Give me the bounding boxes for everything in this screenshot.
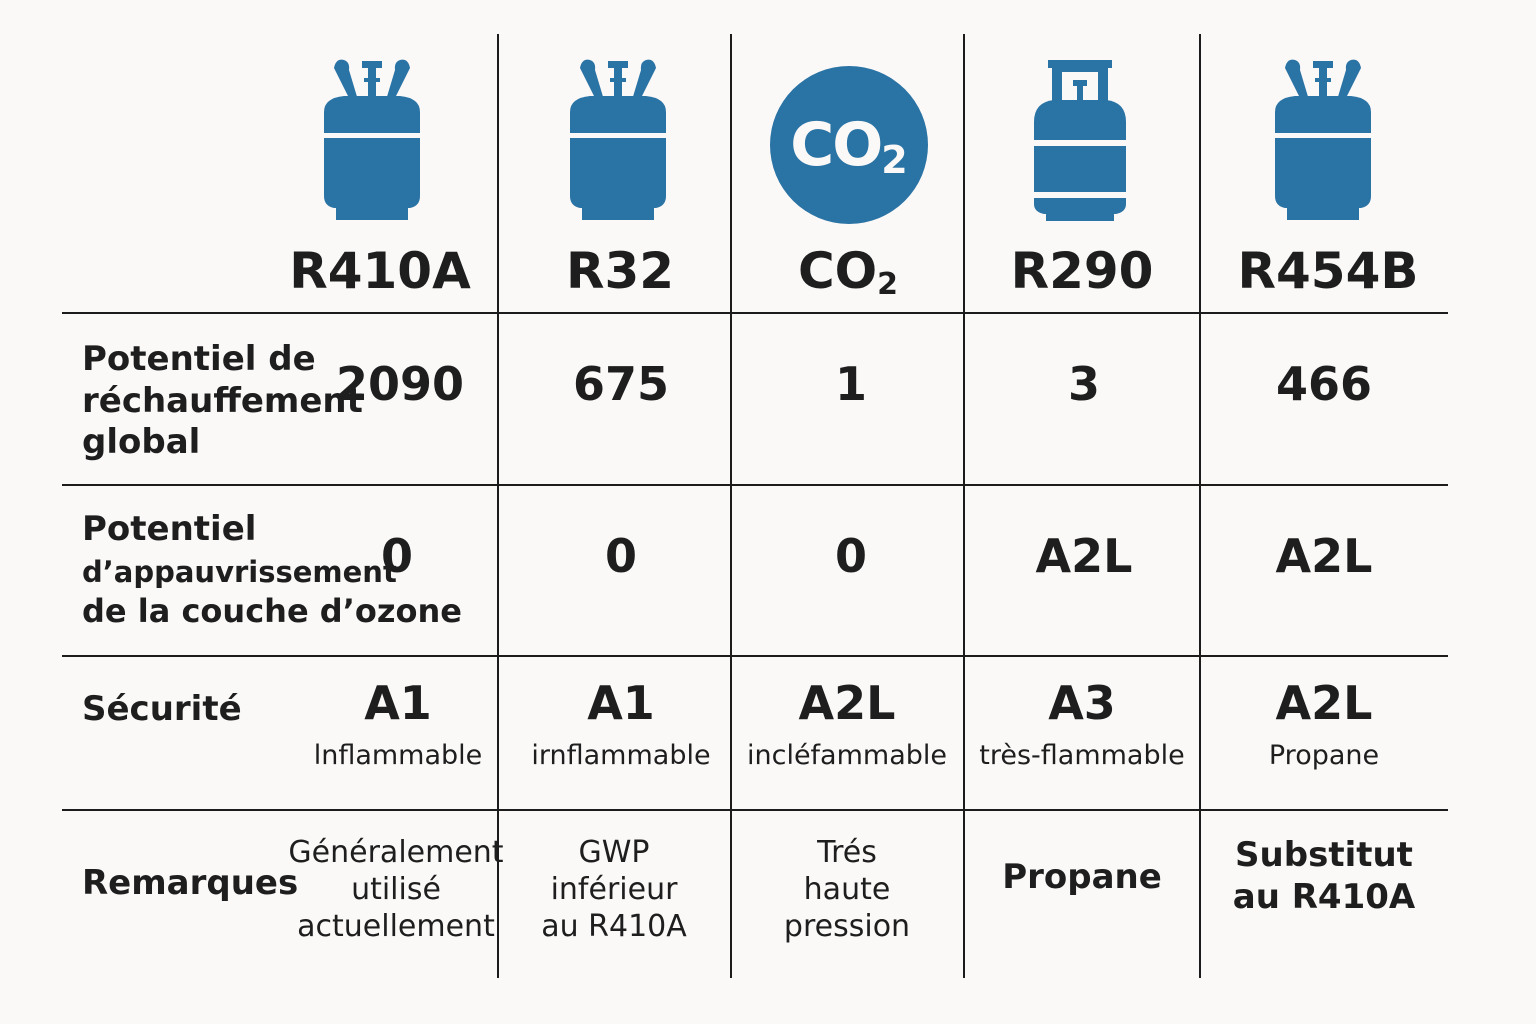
safety-desc: irnflammable [531, 740, 711, 771]
column-header-co2: CO2 [748, 246, 948, 300]
safety-class: A2L [798, 676, 896, 730]
odp-value-r290: A2L [1035, 529, 1133, 583]
co2-icon-text: CO [790, 110, 883, 180]
label-line: de la couche d’ozone [82, 592, 462, 631]
remark-r290: Propane [1002, 857, 1162, 897]
safety-desc: lnflammable [313, 740, 483, 771]
label-line: Potentiel de [82, 339, 316, 379]
gwp-value-r454b: 466 [1275, 357, 1373, 411]
grid-line-v1 [497, 34, 499, 978]
gwp-value-r410a: 2090 [335, 357, 465, 411]
refrigerant-cylinder-icon [1275, 59, 1371, 220]
row-label-remarks: Remarques [82, 863, 299, 903]
safety-desc: très-flammable [979, 740, 1185, 771]
grid-line-h2 [62, 484, 1448, 486]
co2-subscript: 2 [877, 267, 899, 302]
grid-line-v4 [1199, 34, 1201, 978]
label-line: global [82, 422, 201, 463]
co2-icon-subscript: 2 [881, 138, 908, 182]
odp-value-r32: 0 [604, 529, 637, 583]
row-label-gwp: Potentiel de réchauffement global [82, 338, 363, 465]
co2-circle-icon: CO 2 [770, 66, 928, 224]
grid-line-v2 [730, 34, 732, 978]
odp-value-r454b: A2L [1275, 529, 1373, 583]
column-header-r290: R290 [1010, 242, 1154, 300]
refrigerant-cylinder-icon [570, 59, 666, 220]
column-header-r454b: R454B [1237, 242, 1419, 300]
grid-line-h1 [62, 312, 1448, 314]
safety-value-r290: A3 très-flammable [965, 680, 1199, 790]
label-line: réchauffement [82, 380, 363, 421]
safety-value-r454b: A2L Propane [1201, 680, 1447, 790]
grid-line-h3 [62, 655, 1448, 657]
safety-class: A3 [1048, 676, 1116, 730]
gwp-value-r290: 3 [1067, 357, 1100, 411]
remark-r410a: Généralement utilisé actuellement [288, 835, 504, 945]
safety-value-r32: A1 irnflammable [499, 680, 743, 790]
remark-r454b: Substitut au R410A [1232, 835, 1416, 918]
safety-value-r410a: A1 lnflammable [300, 680, 496, 790]
gwp-value-co2: 1 [834, 357, 867, 411]
gwp-value-r32: 675 [572, 357, 670, 411]
remark-co2: Trés haute pression [783, 835, 911, 945]
co2-name: CO [797, 242, 878, 300]
safety-class: A1 [587, 676, 655, 730]
label-line: Potentiel [82, 509, 257, 549]
column-header-r410a: R410A [289, 242, 471, 300]
column-header-r32: R32 [565, 242, 675, 300]
safety-desc: Propane [1268, 740, 1380, 771]
row-label-odp: Potentiel d’appauvrissement de la couche… [82, 508, 462, 631]
label-line: d’appauvrissement [82, 554, 397, 589]
remark-r32: GWP inférieur au R410A [541, 835, 687, 945]
propane-tank-icon [1034, 60, 1126, 221]
safety-value-co2: A2L incléfammable [732, 680, 962, 790]
grid-line-h4 [62, 809, 1448, 811]
grid-line-v3 [963, 34, 965, 978]
safety-desc: incléfammable [746, 740, 948, 771]
odp-value-r410a: 0 [380, 529, 413, 583]
safety-class: A2L [1275, 676, 1373, 730]
row-label-safety: Sécurité [82, 689, 242, 729]
odp-value-co2: 0 [834, 529, 867, 583]
refrigerant-cylinder-icon [324, 59, 420, 220]
safety-class: A1 [364, 676, 432, 730]
